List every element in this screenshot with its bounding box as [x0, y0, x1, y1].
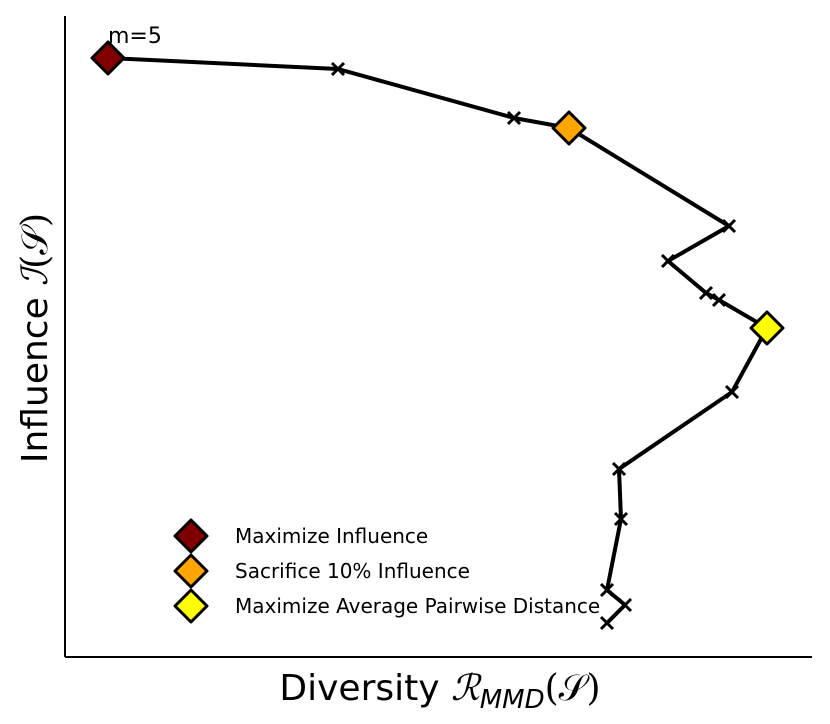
x-marker-icon [599, 582, 615, 598]
x-markers [330, 61, 740, 631]
m-annotation: m=5 [108, 24, 162, 49]
legend-diamond-icon [173, 588, 209, 624]
x-marker-icon [506, 110, 522, 126]
x-marker-icon [599, 615, 615, 631]
x-marker-icon [711, 292, 727, 308]
x-marker-icon [613, 511, 629, 527]
x-marker-icon [617, 597, 633, 613]
x-axis-title-text: Diversity [279, 668, 451, 709]
x-marker-icon [611, 461, 627, 477]
x-axis-math-symbol: ℛ [451, 668, 482, 709]
legend-diamond-icon [173, 518, 209, 554]
legend-diamond-icon [173, 553, 209, 589]
legend-label: Maximize Average Pairwise Distance [235, 594, 600, 618]
highlight-diamond-icon [90, 40, 126, 76]
legend-label: Sacrifice 10% Influence [235, 559, 470, 583]
x-axis-argument: (𝒮) [545, 668, 601, 709]
x-marker-icon [330, 61, 346, 77]
legend: Maximize Influence Sacrifice 10% Influenc… [173, 518, 600, 624]
x-marker-icon [724, 384, 740, 400]
highlight-diamond-icon [749, 310, 785, 346]
x-marker-icon [721, 218, 737, 234]
y-axis-title: Influence ℐ(𝒮) [15, 213, 56, 463]
legend-label: Maximize Influence [235, 524, 428, 548]
x-axis-title: Diversity ℛMMD(𝒮) [279, 668, 600, 715]
y-axis-title-text: Influence [15, 286, 56, 463]
highlight-diamond-icon [551, 110, 587, 146]
x-axis-subscript: MMD [480, 685, 545, 715]
y-axis-argument: (𝒮) [15, 213, 56, 269]
highlight-diamonds [90, 40, 785, 346]
x-marker-icon [660, 253, 676, 269]
x-marker-icon [698, 285, 714, 301]
